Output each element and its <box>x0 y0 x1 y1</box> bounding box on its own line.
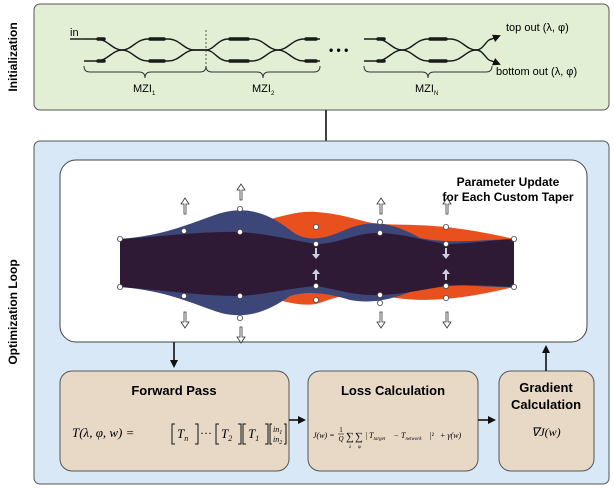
svg-text:1: 1 <box>339 426 343 434</box>
bottom-out-arrow <box>491 57 501 66</box>
initialization-section: Initialization in • • • <box>6 3 610 111</box>
mzi-waveguides <box>84 38 493 62</box>
taper-update-arrows-inner <box>312 248 450 280</box>
custom-taper <box>117 183 517 344</box>
taper-dark-core <box>120 231 514 296</box>
svg-text:Tn: Tn <box>177 426 188 443</box>
mzi-2-label: MZI2 <box>252 83 275 97</box>
optimization-label: Optimization Loop <box>6 259 20 364</box>
top-out-arrow <box>491 34 501 43</box>
loss-calculation-title: Loss Calculation <box>341 383 445 398</box>
taper-control-points <box>117 205 517 321</box>
bottom-out-label: bottom out (λ, φ) <box>496 66 577 78</box>
waveguide-tapers <box>96 37 448 63</box>
loss-equation: J(w) = 1 Q ∑ λ ∑ φ | Ttarget − Tnetwork … <box>313 426 462 450</box>
svg-text:|²: |² <box>430 431 435 440</box>
mzi-labels: MZI1 MZI2 MZIN <box>133 83 438 97</box>
mzi-1-label: MZI1 <box>133 83 156 97</box>
gradient-title-1: Gradient <box>519 380 573 395</box>
svg-text:Tnetwork: Tnetwork <box>401 431 422 442</box>
optimization-section: Optimization Loop Parameter Update for E… <box>6 140 610 485</box>
initialization-label: Initialization <box>6 22 20 91</box>
parameter-update-title-2: for Each Custom Taper <box>442 190 573 204</box>
svg-text:−: − <box>394 431 399 440</box>
svg-text:in1: in1 <box>273 425 282 436</box>
svg-text:∑: ∑ <box>355 431 363 443</box>
svg-text:T2: T2 <box>221 426 232 443</box>
mzi-braces <box>83 65 493 79</box>
svg-text:|: | <box>366 431 368 440</box>
svg-text:in2: in2 <box>273 435 282 446</box>
svg-text:···: ··· <box>200 426 212 440</box>
svg-text:∑: ∑ <box>346 431 354 443</box>
taper-update-arrows-outer <box>180 183 452 344</box>
top-out-label: top out (λ, φ) <box>506 22 569 34</box>
svg-text:T(λ, φ, w) =: T(λ, φ, w) = <box>72 425 134 440</box>
svg-text:φ: φ <box>358 445 361 450</box>
gradient-title-2: Calculation <box>511 397 581 412</box>
svg-text:J(w) =: J(w) = <box>313 431 335 440</box>
forward-pass-box: Forward Pass T(λ, φ, w) = Tn ··· T2 <box>59 370 290 472</box>
svg-text:T1: T1 <box>248 426 259 443</box>
mzi-n-label: MZIN <box>415 83 438 97</box>
mzi-ellipsis: • • • <box>329 43 348 57</box>
gradient-calculation-box: Gradient Calculation ∇J(w) <box>498 370 595 472</box>
parameter-update-title-1: Parameter Update <box>457 175 560 189</box>
forward-pass-title: Forward Pass <box>131 383 216 398</box>
initialization-panel <box>33 3 610 111</box>
loss-calculation-box: Loss Calculation J(w) = 1 Q ∑ λ ∑ φ | Tt… <box>307 370 479 472</box>
gradient-equation: ∇J(w) <box>531 425 560 439</box>
svg-text:λ: λ <box>348 445 352 450</box>
svg-text:Ttarget: Ttarget <box>369 431 386 442</box>
svg-text:Q: Q <box>338 435 343 443</box>
forward-pass-equation: T(λ, φ, w) = Tn ··· T2 T1 <box>72 423 287 446</box>
input-label: in <box>70 27 79 39</box>
svg-text:+ γ(w): + γ(w) <box>440 431 462 440</box>
